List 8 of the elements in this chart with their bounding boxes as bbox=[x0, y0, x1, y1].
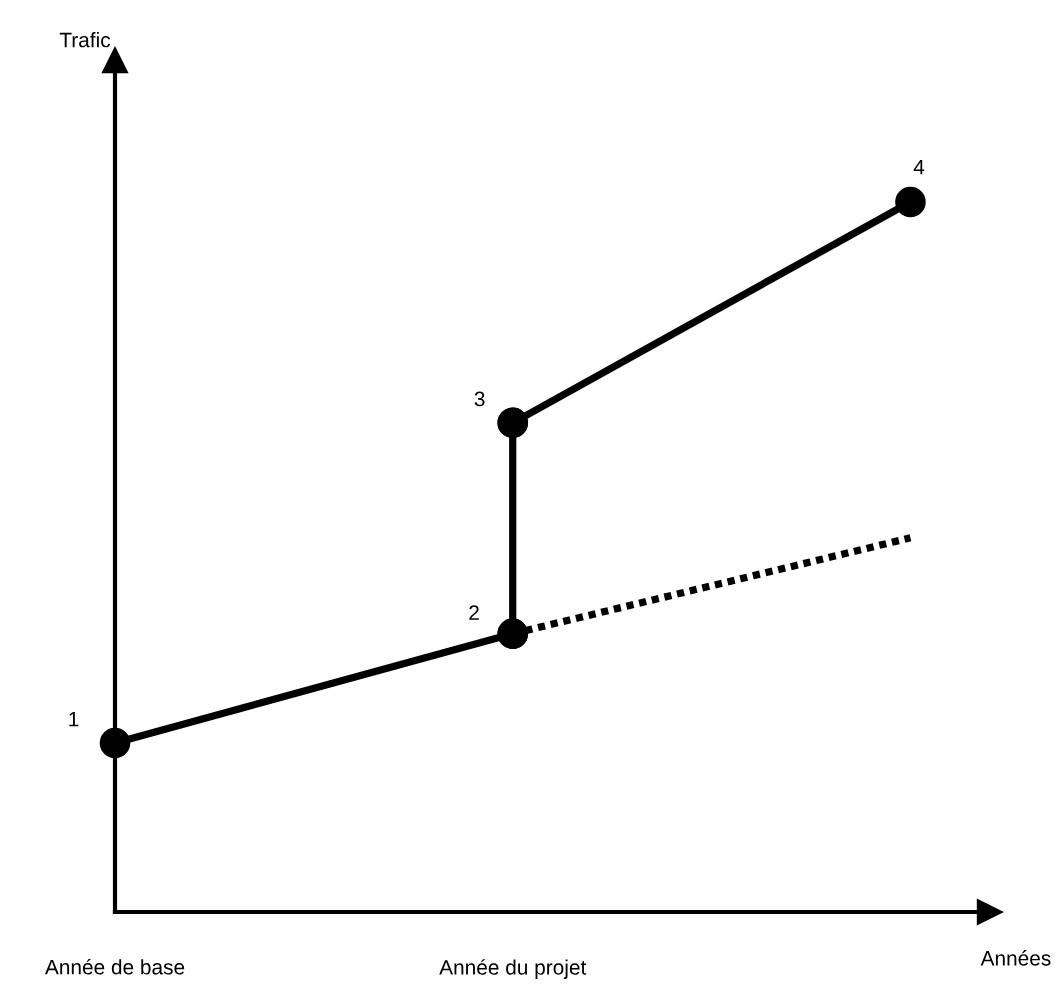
text: 4 bbox=[913, 159, 925, 175]
annotation: 3 bbox=[474, 391, 485, 407]
x-tick-label: Année du projet bbox=[439, 959, 587, 979]
x-tick-label: Année de base bbox=[44, 958, 185, 975]
annotation: 2 bbox=[469, 605, 479, 620]
text: Trafic bbox=[59, 32, 111, 48]
annotation: 1 bbox=[69, 712, 79, 727]
x-axis-title: Années bbox=[980, 950, 1051, 966]
